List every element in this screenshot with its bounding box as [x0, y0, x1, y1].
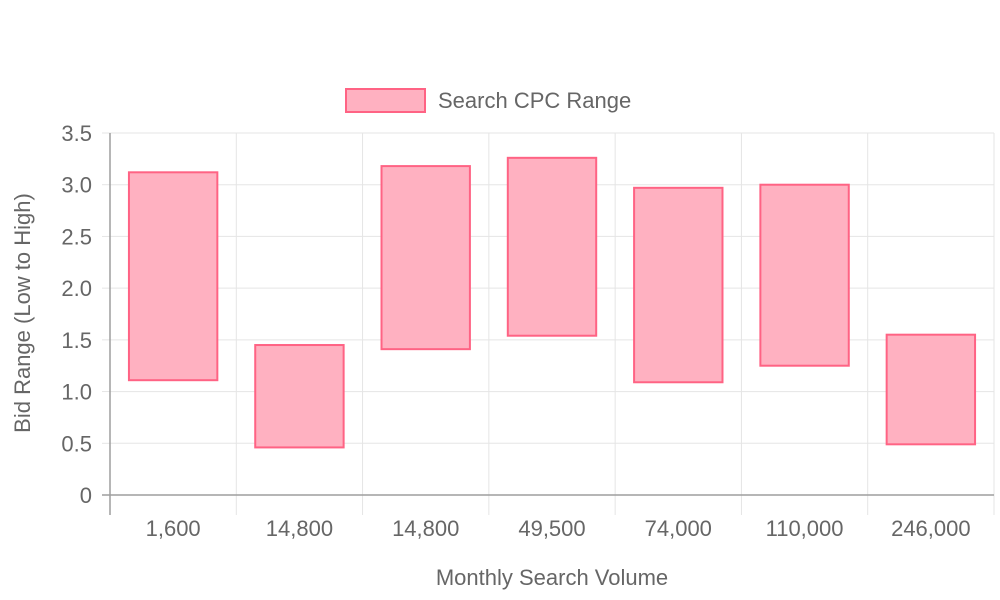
y-tick-label: 0.5 [61, 431, 92, 456]
y-tick-label: 2.0 [61, 276, 92, 301]
axes [102, 132, 995, 515]
y-tick-label: 2.5 [61, 224, 92, 249]
legend-label[interactable]: Search CPC Range [438, 88, 631, 113]
bar-3[interactable] [380, 165, 471, 351]
x-tick-label: 14,800 [392, 516, 459, 541]
tick-labels: 0 0.5 1.0 1.5 2.0 2.5 3.0 3.5 1,600 14,800 14,800 4… [61, 121, 970, 541]
bar-6[interactable] [759, 183, 850, 367]
y-tick-label: 0 [80, 483, 92, 508]
x-axis-title: Monthly Search Volume [436, 565, 668, 590]
x-tick-label: 246,000 [891, 516, 971, 541]
bar-2[interactable] [254, 344, 345, 449]
bars [127, 156, 977, 449]
legend[interactable]: Search CPC Range [345, 88, 631, 113]
x-tick-label: 1,600 [146, 516, 201, 541]
y-tick-label: 3.0 [61, 173, 92, 198]
x-tick-label: 49,500 [518, 516, 585, 541]
bar-4[interactable] [506, 156, 598, 337]
bar-1[interactable] [127, 171, 219, 382]
bar-5[interactable] [633, 186, 724, 384]
x-tick-label: 110,000 [766, 516, 844, 541]
bar-7[interactable] [885, 333, 977, 446]
y-tick-label: 1.0 [61, 380, 92, 405]
x-tick-label: 14,800 [266, 516, 333, 541]
y-tick-label: 1.5 [61, 328, 92, 353]
y-tick-label: 3.5 [61, 121, 92, 146]
legend-swatch[interactable] [345, 88, 426, 113]
x-tick-label: 74,000 [645, 516, 712, 541]
y-axis-title: Bid Range (Low to High) [10, 193, 35, 433]
